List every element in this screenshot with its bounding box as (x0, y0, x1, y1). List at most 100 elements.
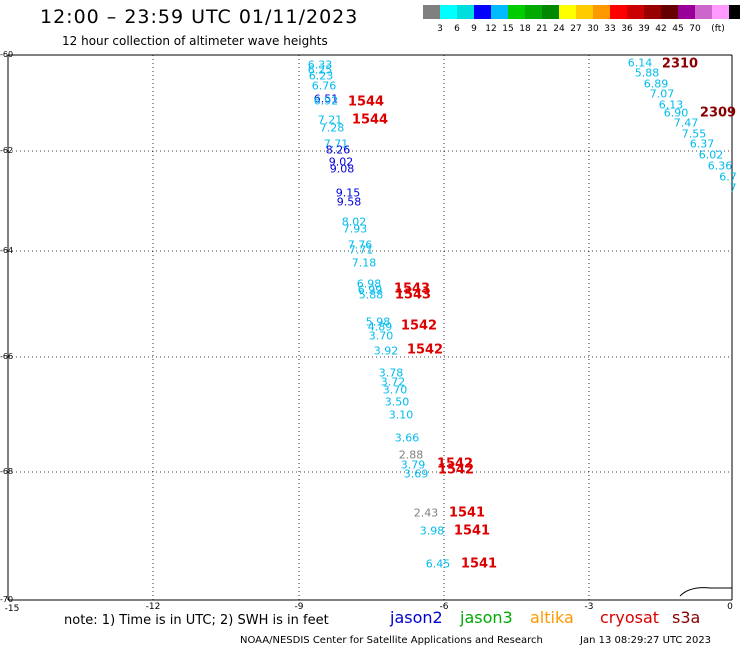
color-scale-swatch (542, 5, 559, 19)
pass-number: 1543 (394, 287, 432, 303)
color-scale-swatch (474, 5, 491, 19)
pass-number: 1543 (393, 281, 431, 297)
wave-height-value: 6.37 (689, 137, 715, 151)
wave-height-value: 7.93 (342, 222, 368, 236)
wave-height-value: 9.08 (329, 162, 355, 176)
units-note: note: 1) Time is in UTC; 2) SWH is in fe… (64, 613, 329, 628)
wave-height-value: 6.36 (707, 159, 733, 173)
color-scale-label: 36 (621, 24, 633, 34)
wave-height-value: 6.33 (307, 58, 333, 72)
wave-height-value: 6.02 (698, 148, 724, 162)
wave-height-value: 2.88 (398, 448, 424, 462)
color-scale-label: (ft) (711, 24, 725, 34)
wave-height-value: 5.88 (634, 66, 660, 80)
pass-number: 1542 (437, 462, 475, 478)
wave-height-value: 9.02 (328, 155, 354, 169)
color-scale-label: 12 (485, 24, 497, 34)
legend-entry-s3a: s3a (672, 608, 701, 627)
wave-height-value: 3.69 (403, 467, 429, 481)
color-scale-swatch (423, 5, 440, 19)
wave-height-value: 9.58 (336, 195, 362, 209)
map-grid (7, 54, 733, 601)
color-scale-swatch (508, 5, 525, 19)
color-scale-label: 45 (672, 24, 684, 34)
footer-credit: NOAA/NESDIS Center for Satellite Applica… (240, 635, 543, 646)
wave-height-value: 6.14 (627, 56, 653, 70)
wave-height-value: 5.98 (365, 315, 391, 329)
wave-height-value: 6.51 (313, 92, 339, 106)
wave-height-value: 7.71 (323, 137, 349, 151)
color-scale-label: 21 (536, 24, 548, 34)
color-scale-swatch (729, 5, 740, 19)
wave-height-value: 8.02 (341, 215, 367, 229)
latitude-tick-label: -66 (0, 352, 14, 361)
color-scale-swatch (661, 5, 678, 19)
color-scale-swatch (610, 5, 627, 19)
wave-height-value: 6.90 (663, 106, 689, 120)
wave-height-value: 3.79 (400, 458, 426, 472)
legend-entry-altika: altika (530, 608, 574, 627)
color-scale-label: 3 (437, 24, 443, 34)
wave-height-value: 8.26 (325, 143, 351, 157)
latitude-tick-label: -60 (0, 50, 14, 59)
color-scale-swatch (627, 5, 644, 19)
wave-height-value: 2.43 (413, 506, 439, 520)
wave-height-value: 7.28 (319, 121, 345, 135)
latitude-tick-label: -68 (0, 467, 14, 476)
color-scale-label: 27 (570, 24, 582, 34)
pass-number: 1544 (351, 112, 389, 128)
footer-timestamp: Jan 13 08:29:27 UTC 2023 (580, 635, 712, 646)
color-scale-label: 39 (638, 24, 650, 34)
latitude-tick-label: -62 (0, 146, 14, 155)
pass-number: 1542 (400, 318, 438, 334)
longitude-tick-label: -9 (294, 602, 304, 612)
color-scale-label: 18 (519, 24, 531, 34)
color-scale-swatch (525, 5, 542, 19)
color-scale-swatch (491, 5, 508, 19)
color-scale-swatch (712, 5, 729, 19)
wave-height-value: 3.72 (380, 375, 406, 389)
latitude-tick-label: -70 (0, 595, 14, 604)
pass-number: 1541 (453, 523, 491, 539)
color-scale-label: 15 (502, 24, 514, 34)
color-scale-label: 42 (655, 24, 667, 34)
legend-entry-cryosat: cryosat (600, 608, 660, 627)
wave-height-value: 6.25 (307, 63, 333, 77)
wave-height-value: 7 (729, 181, 737, 195)
pass-number: 1544 (347, 94, 385, 110)
color-scale-swatch (678, 5, 695, 19)
wave-height-value: 6.92 (313, 94, 339, 108)
wave-height-value: 3.98 (419, 524, 445, 538)
color-scale-swatch (457, 5, 474, 19)
color-scale-swatch (644, 5, 661, 19)
page-title: 12:00 – 23:59 UTC 01/11/2023 (40, 6, 359, 28)
wave-height-value: 7.47 (673, 116, 699, 130)
wave-height-value: 6.45 (425, 557, 451, 571)
wave-height-value: 6.98 (356, 277, 382, 291)
color-scale-label: 70 (689, 24, 701, 34)
longitude-tick-label: 0 (727, 602, 733, 612)
pass-number: 1542 (406, 342, 444, 358)
longitude-tick-label: -12 (145, 602, 161, 612)
pass-number: 1541 (460, 556, 498, 572)
color-scale-swatch (576, 5, 593, 19)
color-scale-label: 33 (604, 24, 616, 34)
wave-height-value: 7.21 (317, 113, 343, 127)
wave-height-value: 3.78 (378, 366, 404, 380)
legend-entry-jason3: jason3 (460, 608, 513, 627)
wave-height-value: 3.70 (368, 329, 394, 343)
wave-height-value: 3.70 (382, 383, 408, 397)
wave-height-value: 7.18 (351, 256, 377, 270)
color-scale-swatch (695, 5, 712, 19)
color-scale-swatch (440, 5, 457, 19)
latitude-tick-label: -64 (0, 246, 14, 255)
coastline (679, 587, 732, 597)
wave-height-value: 7.76 (347, 238, 373, 252)
wave-height-value: 7.55 (681, 127, 707, 141)
color-scale-label: 6 (454, 24, 460, 34)
wave-height-value: 6.99 (357, 283, 383, 297)
wave-height-value: 3.50 (384, 395, 410, 409)
wave-height-value: 6.7 (719, 170, 737, 184)
color-scale-swatch (559, 5, 576, 19)
